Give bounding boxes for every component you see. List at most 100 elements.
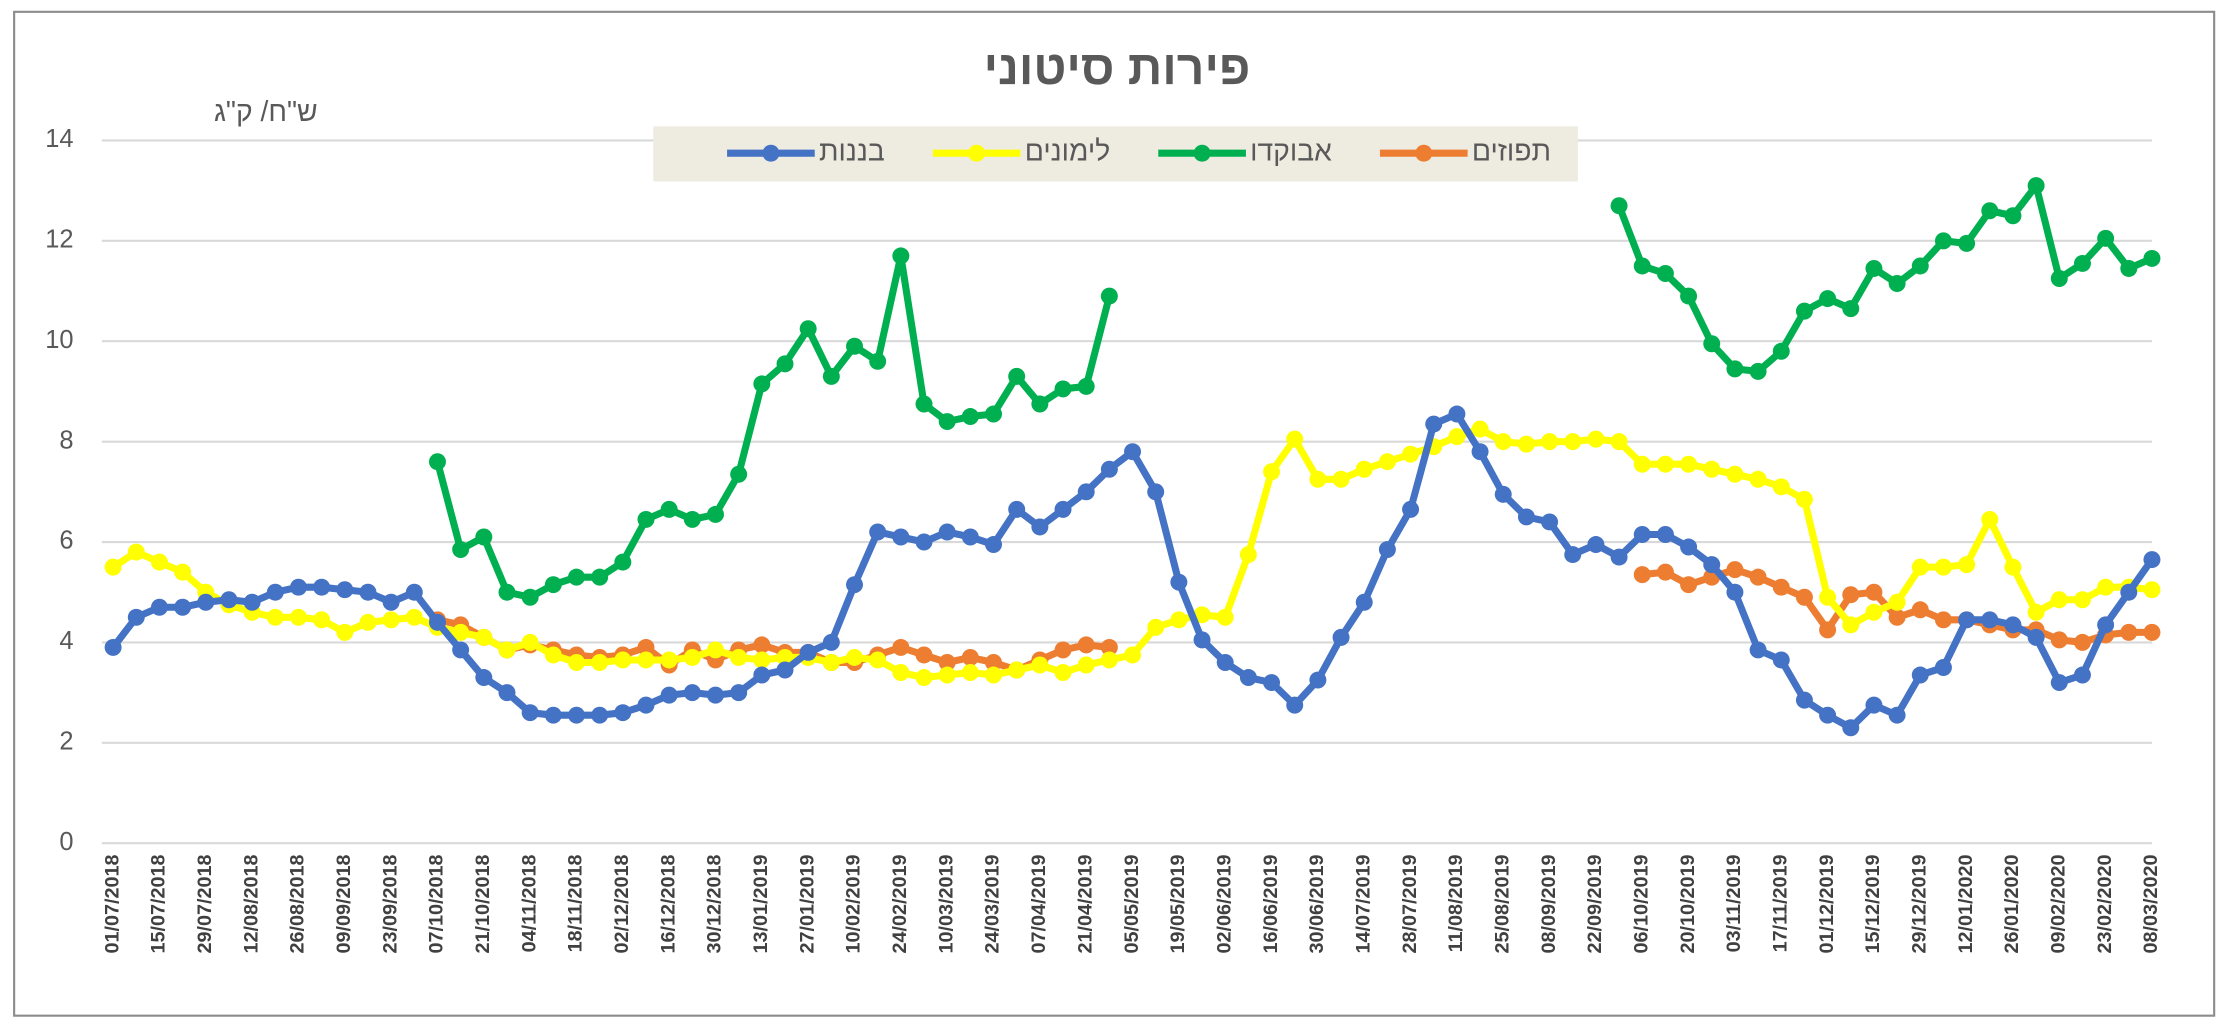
data-point (822, 633, 840, 651)
data-point (961, 664, 979, 682)
legend-label: תפוזים (1472, 135, 1551, 167)
data-point (776, 661, 794, 679)
data-point (498, 684, 516, 702)
x-tick-label: 07/04/2019 (1028, 854, 1050, 953)
data-point (336, 623, 354, 641)
data-point (1749, 470, 1767, 488)
data-point (1703, 460, 1721, 478)
x-tick-label: 02/12/2018 (611, 854, 633, 953)
data-point (1633, 455, 1651, 473)
data-point (961, 648, 979, 666)
data-point (1564, 546, 1582, 564)
data-point (521, 633, 539, 651)
data-point (1332, 470, 1350, 488)
data-point (730, 465, 748, 483)
data-point (1541, 513, 1559, 531)
data-point (1610, 548, 1628, 566)
data-point (382, 593, 400, 611)
data-point (938, 666, 956, 684)
legend-label: אבוקדו (1250, 135, 1332, 167)
data-point (428, 453, 446, 471)
data-point (568, 706, 585, 724)
data-point (591, 568, 609, 586)
data-point (1077, 483, 1095, 501)
data-point (1147, 483, 1165, 501)
x-tick-label: 19/05/2019 (1167, 854, 1189, 953)
data-point (1564, 433, 1582, 451)
data-point (1795, 588, 1813, 606)
data-point (614, 553, 632, 571)
x-tick-label: 29/07/2018 (194, 854, 216, 953)
data-point (1448, 405, 1466, 423)
legend-label: בננות (819, 135, 885, 167)
data-point (1911, 601, 1929, 619)
data-point (2073, 666, 2091, 684)
data-point (1842, 719, 1860, 737)
data-point (521, 704, 539, 722)
data-point (1958, 234, 1976, 252)
data-point (591, 706, 609, 724)
data-point (660, 651, 678, 669)
data-point (660, 500, 678, 518)
data-point (1332, 628, 1350, 646)
x-tick-label: 29/12/2019 (1909, 854, 1931, 953)
data-point (1124, 646, 1142, 664)
x-tick-label: 30/12/2018 (704, 854, 726, 953)
x-tick-label: 16/12/2018 (657, 854, 679, 953)
data-point (938, 654, 956, 671)
data-point (1448, 428, 1466, 446)
x-tick-label: 16/06/2019 (1260, 854, 1282, 953)
x-tick-label: 09/09/2018 (333, 854, 355, 953)
data-point (1842, 300, 1860, 318)
data-point (1239, 546, 1257, 564)
data-point (2143, 623, 2161, 641)
data-point (1610, 433, 1628, 451)
data-point (591, 654, 609, 671)
data-point (1309, 671, 1327, 689)
legend-marker (762, 144, 780, 162)
x-tick-label: 27/01/2019 (796, 854, 818, 953)
data-point (961, 408, 979, 426)
data-point (1124, 443, 1142, 461)
data-point (892, 247, 910, 265)
data-point (961, 528, 979, 546)
data-point (1587, 430, 1605, 448)
data-point (1795, 691, 1813, 709)
x-tick-label: 23/09/2018 (379, 854, 401, 953)
data-point (2120, 623, 2138, 641)
data-point (544, 646, 562, 664)
x-tick-label: 10/03/2019 (935, 854, 957, 953)
data-point (1772, 342, 1790, 360)
y-tick-label: 14 (45, 125, 73, 153)
y-tick-label: 8 (59, 426, 73, 454)
data-point (822, 367, 840, 385)
data-point (1216, 608, 1234, 626)
data-point (1541, 433, 1559, 451)
x-tick-label: 20/10/2019 (1677, 854, 1699, 953)
data-point (568, 654, 585, 671)
data-point (359, 583, 377, 601)
data-point (869, 523, 887, 541)
data-point (846, 337, 863, 355)
x-tick-label: 06/10/2019 (1630, 854, 1652, 953)
data-point (1911, 666, 1929, 684)
data-point (915, 669, 933, 687)
data-point (1286, 430, 1304, 448)
data-point (1680, 576, 1698, 594)
data-point (938, 523, 956, 541)
data-point (1494, 433, 1512, 451)
data-point (1100, 651, 1118, 669)
data-point (1680, 455, 1698, 473)
data-point (405, 583, 423, 601)
x-tick-label: 15/12/2019 (1862, 854, 1884, 953)
data-point (1865, 583, 1883, 601)
data-point (1888, 706, 1906, 724)
data-point (150, 598, 168, 616)
data-point (1726, 583, 1744, 601)
data-point (1749, 362, 1767, 380)
data-point (289, 608, 307, 626)
data-point (1008, 367, 1026, 385)
data-point (915, 646, 933, 664)
grid: 0 2 4 6 8 10 12 14 01/07/2018 15/07/2018 29/07/201… (45, 125, 2162, 953)
